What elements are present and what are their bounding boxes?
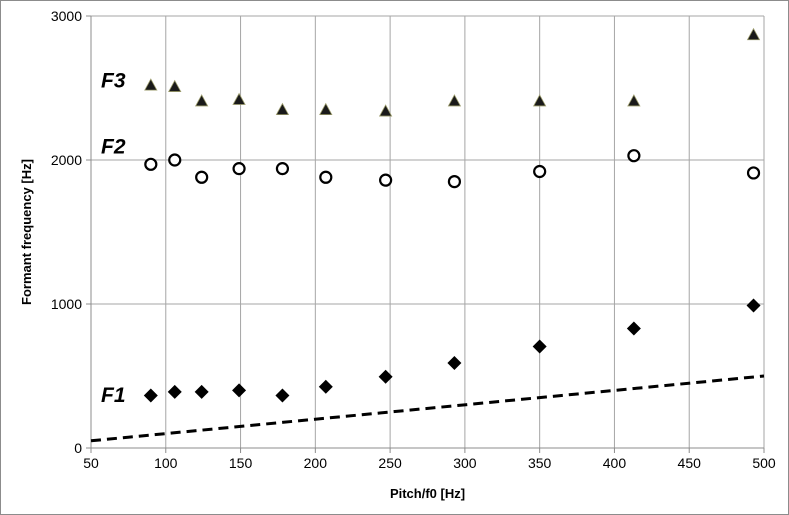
data-point-f2: [319, 170, 333, 184]
data-point-f1: [143, 388, 158, 403]
data-point-f2: [232, 162, 246, 176]
data-point-f3: [746, 27, 761, 41]
x-tick-label: 150: [229, 455, 253, 471]
y-axis-title: Formant frequency [Hz]: [19, 159, 34, 305]
series-label-f2: F2: [101, 136, 126, 159]
axes: [86, 15, 765, 453]
y-tick-label: 0: [74, 440, 82, 456]
series-labels: F3 F2 F1: [101, 69, 126, 407]
data-point-f2: [627, 149, 641, 163]
y-tick-label: 2000: [51, 152, 82, 168]
data-point-f2: [447, 175, 462, 189]
series-label-f1: F1: [101, 384, 126, 407]
data-point-f2: [746, 166, 761, 180]
data-point-f2: [275, 162, 290, 176]
x-tick-label: 200: [304, 455, 328, 471]
data-marks: [143, 27, 761, 403]
data-point-f3: [319, 102, 333, 115]
x-axis-title: Pitch/f0 [Hz]: [390, 486, 465, 501]
reference-line: [90, 374, 765, 443]
x-tick-label: 300: [453, 455, 477, 471]
data-point-f2: [144, 157, 158, 171]
x-tick-label: 50: [83, 455, 99, 471]
x-tick-label: 100: [154, 455, 178, 471]
data-point-f1: [532, 339, 547, 354]
x-tick-label: 450: [678, 455, 702, 471]
data-point-f3: [168, 79, 182, 92]
x-tick-label: 500: [752, 455, 776, 471]
data-point-f2: [533, 164, 547, 179]
data-point-f1: [447, 356, 462, 371]
x-tick-label: 350: [528, 455, 552, 471]
y-tick-label: 3000: [51, 8, 82, 24]
data-point-f1: [275, 388, 290, 403]
data-point-f3: [194, 94, 209, 107]
grid-lines: [91, 15, 765, 448]
x-tick-label: 400: [603, 455, 627, 471]
data-point-f2: [195, 170, 209, 184]
y-tick-label: 1000: [51, 296, 82, 312]
data-point-f3: [275, 102, 290, 115]
data-point-f1: [167, 384, 182, 399]
series-label-f3: F3: [101, 69, 126, 92]
data-point-f3: [627, 94, 641, 107]
data-point-f1: [746, 298, 761, 313]
data-point-f1: [232, 383, 247, 398]
data-point-f3: [232, 92, 246, 105]
data-point-f1: [626, 321, 641, 336]
data-point-f2: [379, 173, 393, 187]
data-point-f3: [378, 104, 393, 117]
data-point-f3: [532, 94, 547, 107]
tick-labels: 50 100 150 200 250 300 350 400 450 500 0 1000 2000 30…: [51, 8, 776, 471]
data-point-f1: [194, 384, 209, 399]
reference-line-group: [90, 374, 765, 443]
data-point-f3: [447, 94, 462, 107]
data-point-f1: [378, 369, 393, 384]
data-point-f3: [144, 78, 158, 91]
x-tick-label: 250: [378, 455, 402, 471]
data-point-f2: [168, 153, 182, 167]
data-point-f1: [318, 379, 333, 394]
